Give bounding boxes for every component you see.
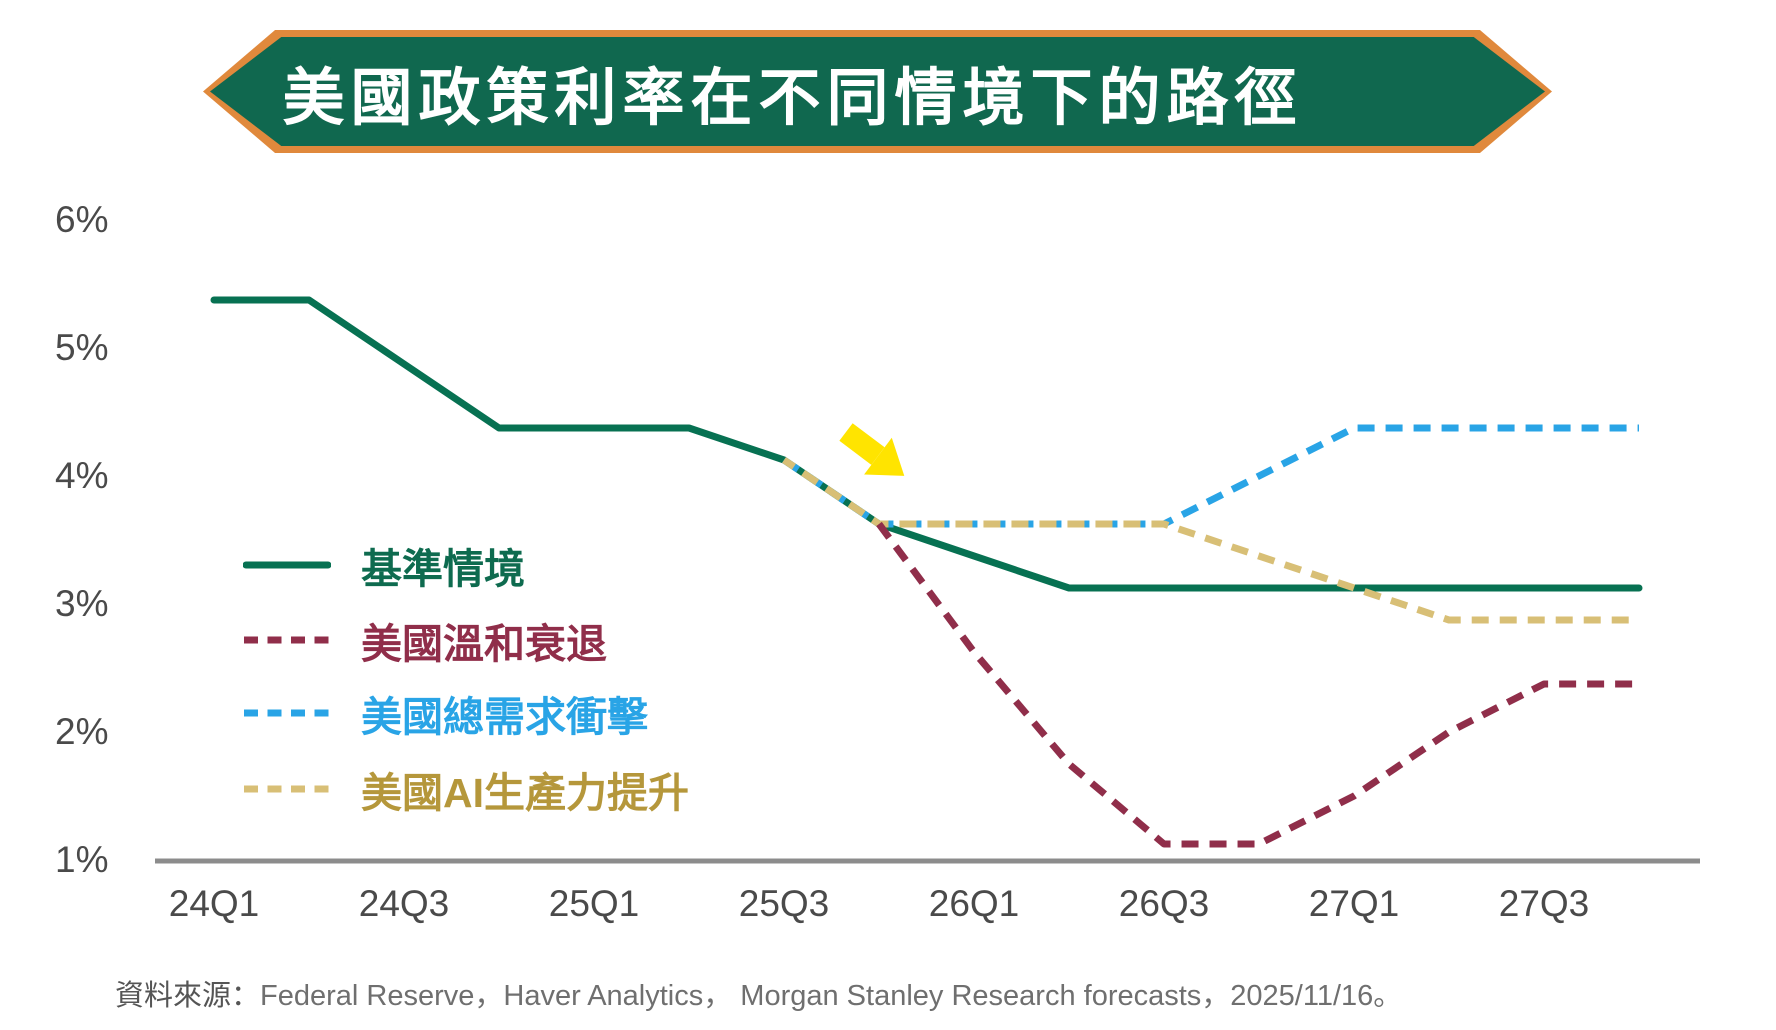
series-line-ai bbox=[782, 457, 1639, 624]
x-tick-label: 25Q3 bbox=[738, 883, 830, 924]
legend-label-base: 基準情境 bbox=[361, 546, 525, 592]
legend-item-base: 基準情境 bbox=[243, 542, 525, 592]
legend-label-ai-productivity: 美國AI生產力提升 bbox=[361, 770, 689, 816]
x-tick-label: 26Q3 bbox=[1118, 883, 1210, 924]
legend-item-ai-productivity: 美國AI生產力提升 bbox=[243, 766, 689, 816]
x-tick-label: 24Q1 bbox=[168, 883, 260, 924]
y-tick-label: 4% bbox=[55, 455, 109, 496]
banner-fill: 美國政策利率在不同情境下的路徑 bbox=[210, 37, 1545, 146]
legend-label-demand-shock: 美國總需求衝擊 bbox=[361, 694, 648, 740]
legend-line-dashed-icon bbox=[244, 785, 331, 793]
divergence-arrow-icon bbox=[839, 423, 905, 476]
legend-item-demand-shock: 美國總需求衝擊 bbox=[243, 690, 648, 740]
x-tick-label: 27Q1 bbox=[1308, 883, 1400, 924]
series-line-recession bbox=[876, 521, 1639, 848]
legend-line-solid-icon bbox=[243, 561, 331, 569]
legend-label-recession: 美國溫和衰退 bbox=[361, 621, 607, 667]
source-label: 資料來源： bbox=[115, 980, 261, 1012]
x-tick-label: 26Q1 bbox=[928, 883, 1020, 924]
page-title: 美國政策利率在不同情境下的路徑 bbox=[282, 63, 1303, 133]
y-tick-label: 6% bbox=[55, 199, 109, 240]
y-tick-label: 2% bbox=[55, 711, 109, 752]
legend-line-dashed-icon bbox=[244, 709, 331, 717]
y-tick-label: 5% bbox=[55, 327, 109, 368]
series-line-base bbox=[210, 296, 1643, 592]
title-banner: 美國政策利率在不同情境下的路徑 bbox=[203, 30, 1552, 153]
y-tick-label: 3% bbox=[55, 583, 109, 624]
y-tick-label: 1% bbox=[55, 839, 109, 880]
x-tick-label: 27Q3 bbox=[1498, 883, 1590, 924]
x-tick-label: 24Q3 bbox=[358, 883, 450, 924]
source-text: Federal Reserve，Haver Analytics， Morgan … bbox=[260, 980, 1403, 1012]
series-line-demand bbox=[782, 424, 1639, 528]
legend-item-recession: 美國溫和衰退 bbox=[243, 617, 607, 667]
source-note: 資料來源：Federal Reserve，Haver Analytics， Mo… bbox=[115, 972, 1402, 1014]
legend-line-dashed-icon bbox=[244, 636, 331, 644]
x-tick-label: 25Q1 bbox=[548, 883, 640, 924]
